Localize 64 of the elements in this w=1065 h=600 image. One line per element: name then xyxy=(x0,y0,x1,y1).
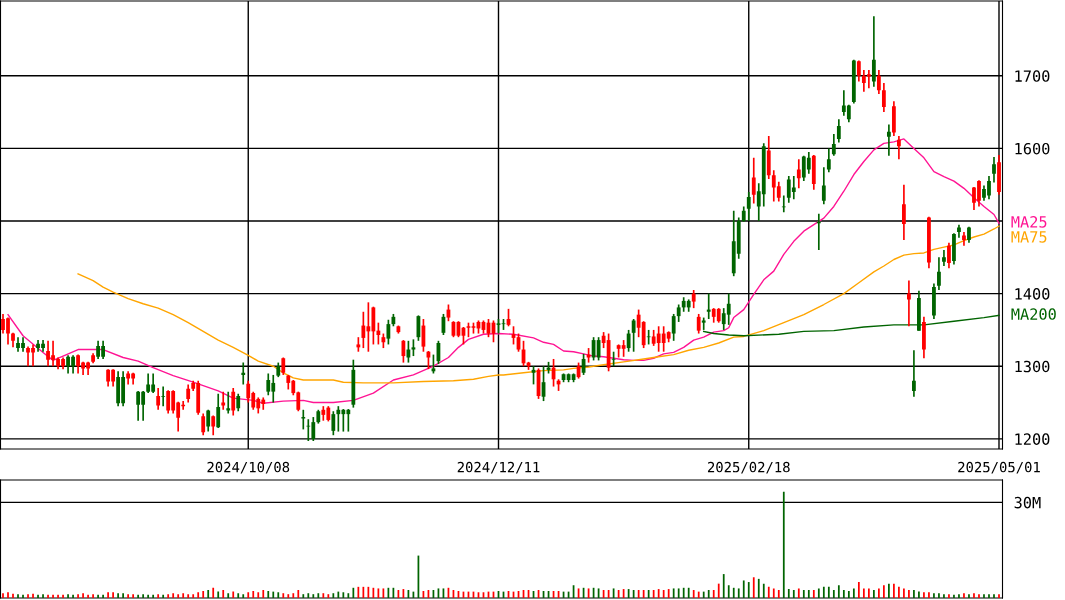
candlestick xyxy=(216,392,221,429)
series-label: MA25 xyxy=(1011,216,1047,228)
y-tick-label: 1700 xyxy=(1015,70,1050,82)
candlestick xyxy=(156,387,161,411)
series-label: MA75 xyxy=(1011,231,1047,243)
candlestick xyxy=(836,118,841,144)
y-tick-label: 30M xyxy=(1014,496,1041,509)
y-tick-label: 1600 xyxy=(1015,142,1050,155)
candlestick xyxy=(826,147,831,174)
candlestick xyxy=(907,279,911,328)
candlestick xyxy=(376,321,381,346)
x-tick-label: 2024/10/08 xyxy=(207,461,290,474)
candlestick xyxy=(751,157,756,205)
candlestick xyxy=(301,408,306,431)
candlestick xyxy=(386,318,391,346)
candlestick xyxy=(696,313,701,335)
candlestick xyxy=(881,82,886,113)
candlestick xyxy=(912,349,916,398)
line-series xyxy=(77,225,1000,384)
candlestick xyxy=(226,390,231,415)
y-tick-label: 1400 xyxy=(1015,288,1050,300)
candlestick xyxy=(746,191,751,222)
candlestick xyxy=(146,372,151,394)
candlestick xyxy=(871,15,876,88)
x-tick-label: 2025/02/18 xyxy=(707,461,790,474)
x-tick-label: 2025/05/01 xyxy=(958,461,1040,474)
y-tick-label: 1200 xyxy=(1015,433,1050,445)
candlestick xyxy=(671,313,676,342)
candlestick xyxy=(691,289,696,309)
candlestick xyxy=(726,292,731,326)
candlestick xyxy=(791,175,796,201)
candlestick xyxy=(937,256,941,291)
candlestick xyxy=(136,390,141,422)
candlestick xyxy=(992,156,996,184)
candlestick xyxy=(241,361,246,386)
candlestick xyxy=(361,310,366,349)
candlestick xyxy=(266,372,271,397)
candlestick xyxy=(806,151,811,175)
candlestick xyxy=(876,69,881,95)
candlestick xyxy=(161,385,166,407)
candlestick xyxy=(781,194,786,214)
y-tick-label: 1300 xyxy=(1015,360,1050,373)
candlestick xyxy=(186,383,191,404)
candlestick xyxy=(231,387,236,417)
candlestick xyxy=(706,292,711,320)
candlestick xyxy=(246,379,251,404)
candlestick xyxy=(631,318,636,353)
candlestick xyxy=(331,410,336,437)
x-tick-label: 2024/12/11 xyxy=(457,461,540,474)
candlestick xyxy=(902,183,906,241)
candlestick xyxy=(201,412,206,437)
candlestick xyxy=(206,408,211,433)
candlestick xyxy=(626,329,631,353)
candlestick xyxy=(166,389,171,415)
candlestick xyxy=(896,135,901,161)
candlestick xyxy=(947,241,951,270)
candlestick xyxy=(821,166,826,206)
candlestick xyxy=(336,405,341,433)
candlestick xyxy=(831,133,836,157)
candlestick xyxy=(796,158,801,190)
candlestick xyxy=(311,416,316,442)
candlestick xyxy=(886,123,891,157)
candlestick xyxy=(866,69,871,89)
series-label: MA200 xyxy=(1011,308,1056,320)
